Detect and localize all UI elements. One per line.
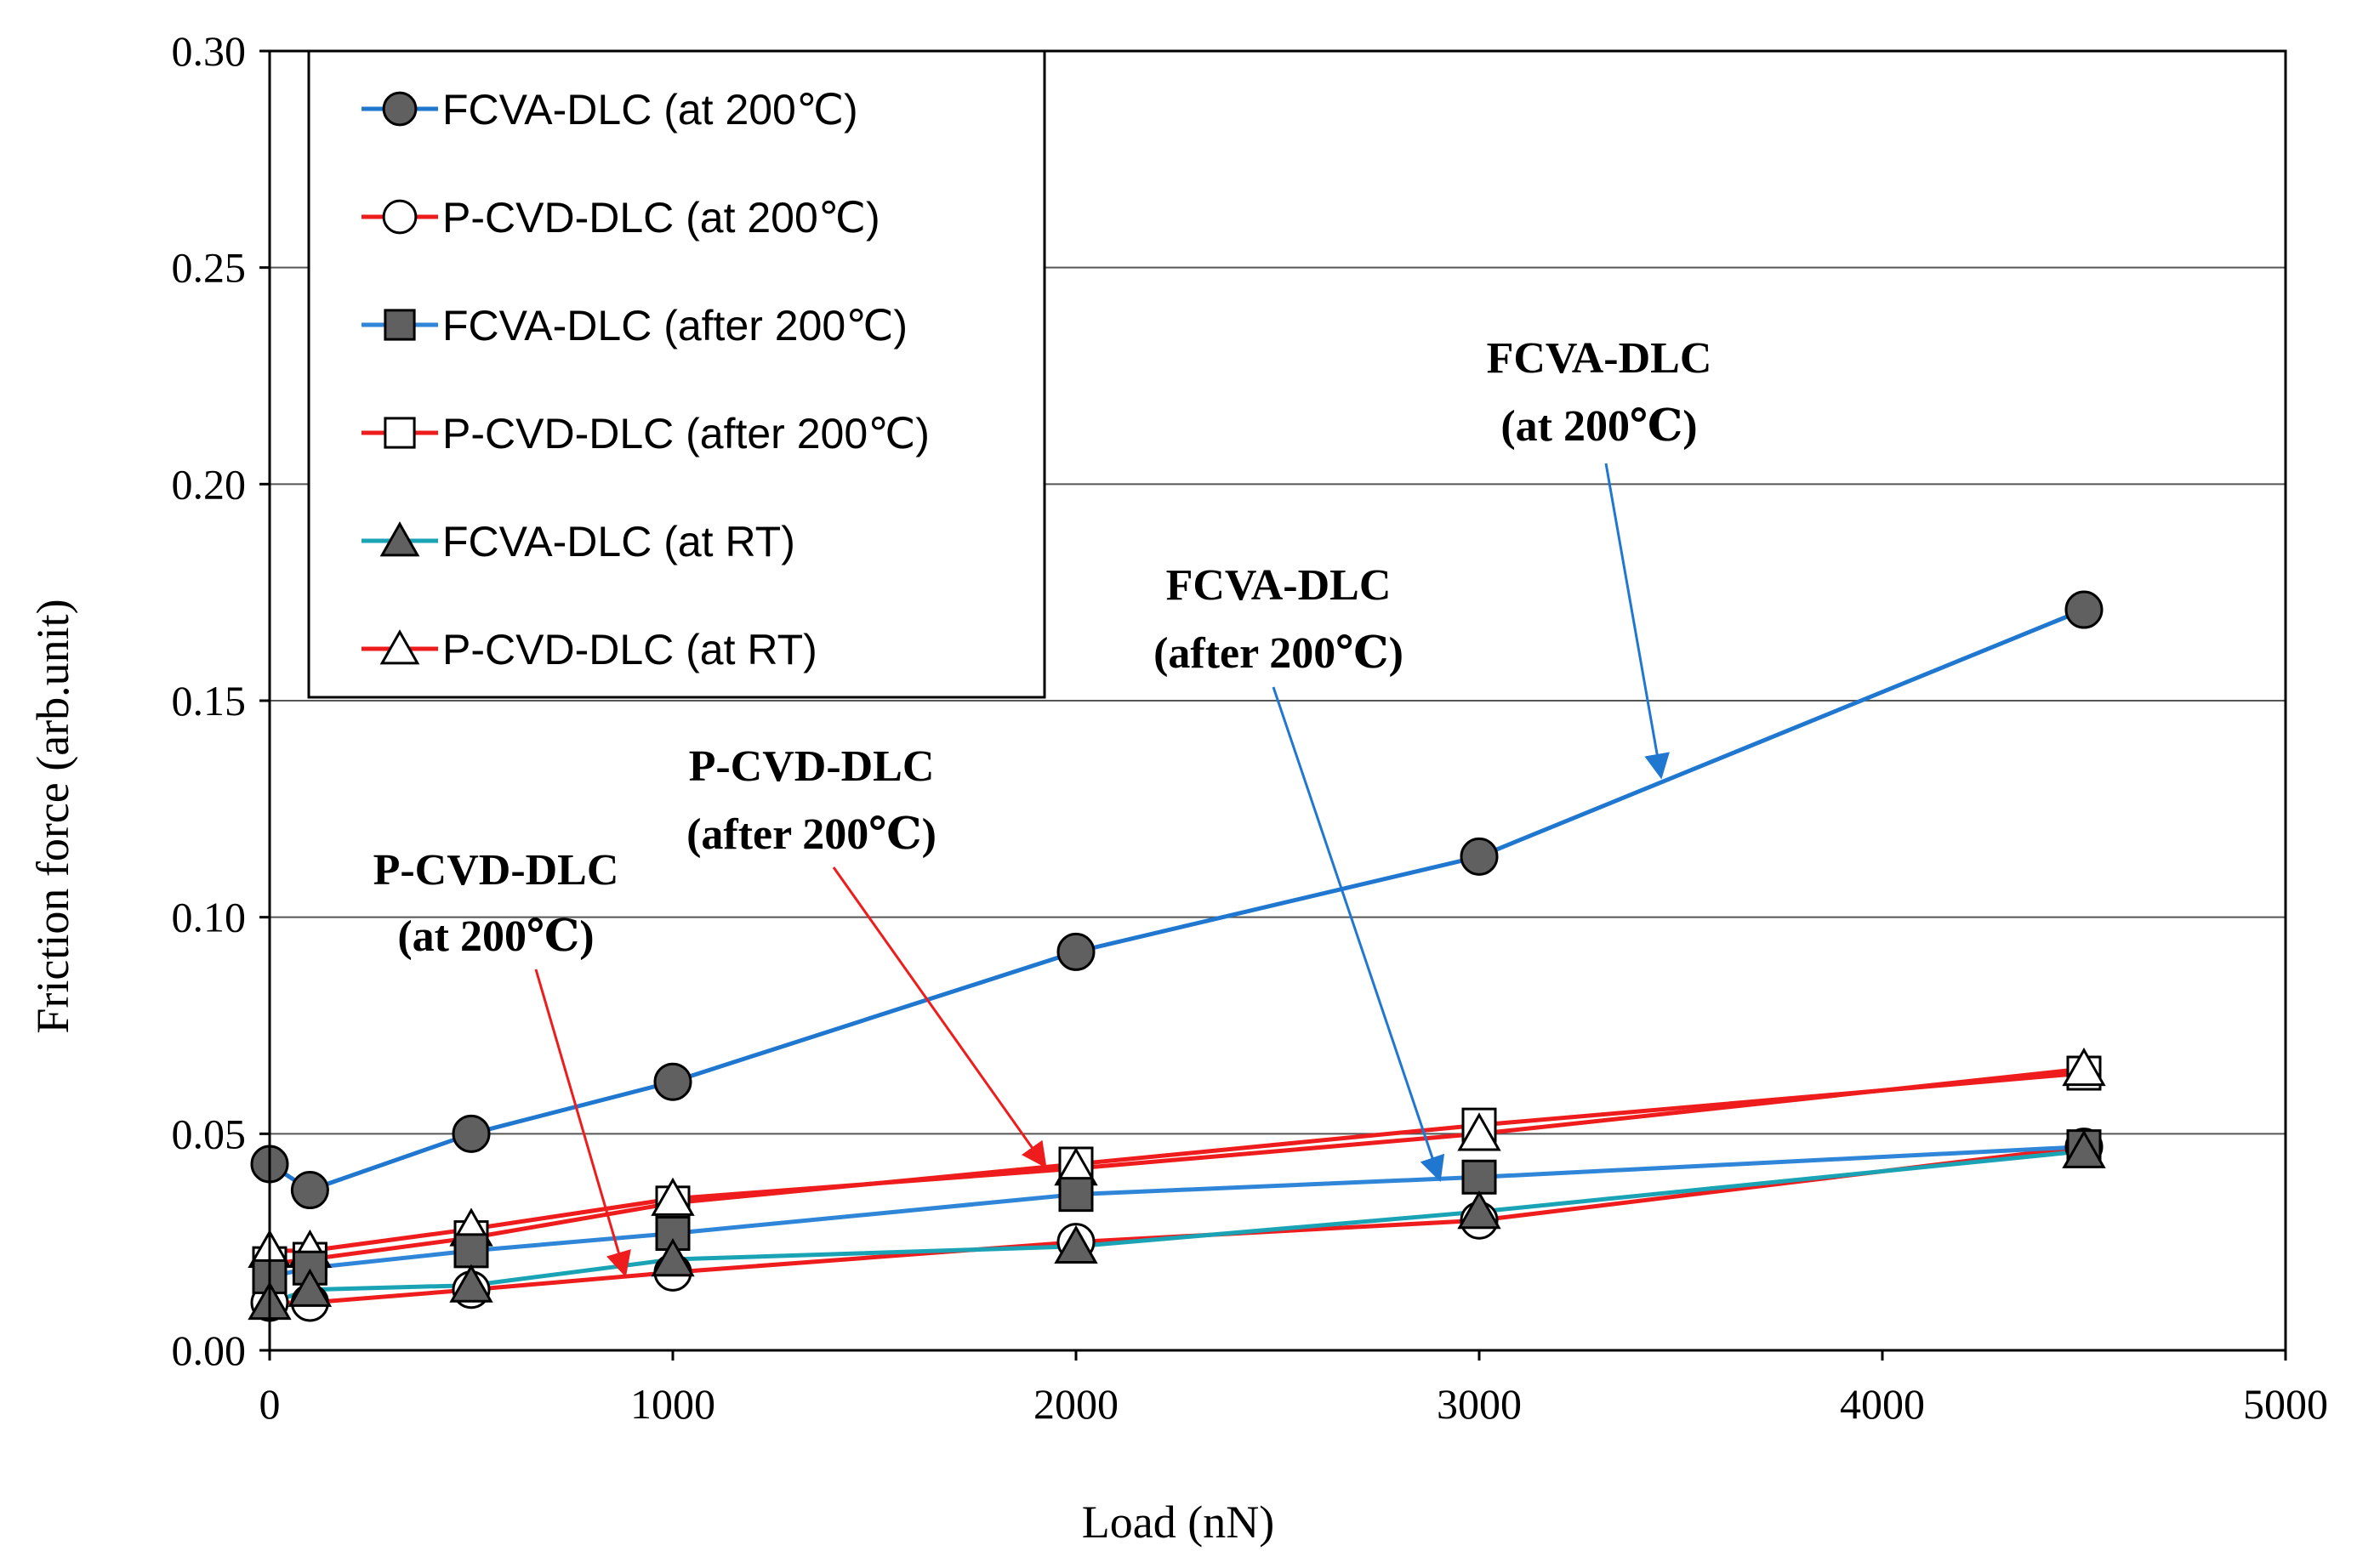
data-point-series-0: [290, 1171, 329, 1210]
data-point-series-0: [452, 1114, 491, 1153]
legend-entry: FCVA-DLC (after 200℃): [362, 302, 908, 349]
legend-entry: FCVA-DLC (at 200℃): [362, 86, 858, 134]
annotation-fcva-after200: FCVA-DLC (after 200℃): [1153, 561, 1403, 678]
data-point-series-0: [1056, 932, 1096, 971]
legend-entry: P-CVD-DLC (after 200℃): [362, 410, 930, 457]
annotation-arrow: [534, 969, 631, 1278]
data-point-series-4: [288, 1268, 333, 1307]
annotation-pcvd-at200: P-CVD-DLC (at 200℃): [373, 846, 619, 961]
annotation-line1: FCVA-DLC: [1166, 561, 1392, 610]
square-marker-icon: [384, 309, 416, 341]
data-point-series-2: [1058, 1177, 1094, 1213]
data-point-series-5: [651, 1177, 695, 1216]
data-point-series-0: [1460, 837, 1499, 876]
y-tick-label: 0.05: [172, 1110, 247, 1157]
x-tick-label: 5000: [2243, 1380, 2328, 1428]
annotation-line2: (at 200℃): [1500, 402, 1697, 451]
legend-box: [307, 49, 1046, 699]
y-tick-label: 0.20: [172, 460, 247, 508]
annotation-line1: FCVA-DLC: [1487, 334, 1712, 383]
annotation-line2: (after 200℃): [686, 810, 937, 859]
circle-marker-icon: [382, 91, 418, 127]
y-tick-label: 0.25: [172, 244, 247, 292]
square-marker-icon: [384, 417, 416, 449]
x-tick-label: 4000: [1840, 1380, 1925, 1428]
data-point-series-4: [2062, 1129, 2106, 1168]
data-point-series-0: [2064, 590, 2104, 629]
y-tick-label: 0.30: [172, 27, 247, 75]
legend-label: FCVA-DLC (at 200℃): [442, 86, 858, 134]
legend-entry: P-CVD-DLC (at RT): [362, 626, 817, 673]
triangle-marker-icon: [379, 521, 420, 557]
legend-label: P-CVD-DLC (at RT): [442, 626, 817, 673]
annotation-arrow: [832, 866, 1047, 1168]
x-axis-label: Load (nN): [1082, 1497, 1274, 1548]
data-point-series-5: [2062, 1047, 2106, 1087]
legend-label: P-CVD-DLC (after 200℃): [442, 410, 930, 457]
data-point-series-2: [453, 1233, 489, 1269]
data-point-series-4: [1054, 1224, 1098, 1264]
triangle-marker-icon: [379, 629, 420, 665]
y-tick-label: 0.15: [172, 677, 247, 724]
legend-label: FCVA-DLC (after 200℃): [442, 302, 908, 349]
annotation-line2: (at 200℃): [397, 912, 594, 961]
data-point-series-0: [653, 1062, 692, 1101]
x-tick-label: 3000: [1437, 1380, 1522, 1428]
annotation-line1: P-CVD-DLC: [689, 742, 935, 791]
y-tick-label: 0.10: [172, 894, 247, 941]
series-line-2: [269, 1145, 2085, 1279]
annotation-fcva-at200: FCVA-DLC (at 200℃): [1487, 334, 1712, 451]
y-axis-label: Friction force (arb.unit): [27, 599, 78, 1033]
annotation-arrow: [1604, 463, 1670, 780]
data-point-series-5: [1457, 1112, 1501, 1151]
x-tick-label: 1000: [630, 1380, 715, 1428]
data-point-series-2: [1461, 1159, 1497, 1195]
annotation-line1: P-CVD-DLC: [373, 846, 619, 895]
x-tick-label: 0: [259, 1380, 281, 1428]
data-point-series-4: [449, 1264, 493, 1303]
legend-label: P-CVD-DLC (at 200℃): [442, 194, 880, 241]
annotation-line2: (after 200℃): [1153, 629, 1403, 678]
data-point-series-4: [651, 1238, 695, 1277]
annotation-arrow: [1272, 686, 1445, 1182]
data-point-series-4: [1457, 1190, 1501, 1230]
x-tick-label: 2000: [1033, 1380, 1119, 1428]
axis-ticks: 0.00 0.05 0.10 0.15 0.20 0.25 0.30 0 1000 2000 300…: [172, 27, 2329, 1428]
annotation-arrows: [534, 463, 1670, 1278]
y-tick-label: 0.00: [172, 1327, 247, 1374]
annotation-pcvd-after200: P-CVD-DLC (after 200℃): [686, 742, 937, 859]
legend-entry: FCVA-DLC (at RT): [362, 518, 795, 565]
legend-entry: P-CVD-DLC (at 200℃): [362, 194, 880, 241]
legend: FCVA-DLC (at 200℃) P-CVD-DLC (at 200℃) FCV…: [307, 49, 1046, 699]
legend-label: FCVA-DLC (at RT): [442, 518, 795, 565]
circle-marker-icon: [382, 199, 418, 235]
